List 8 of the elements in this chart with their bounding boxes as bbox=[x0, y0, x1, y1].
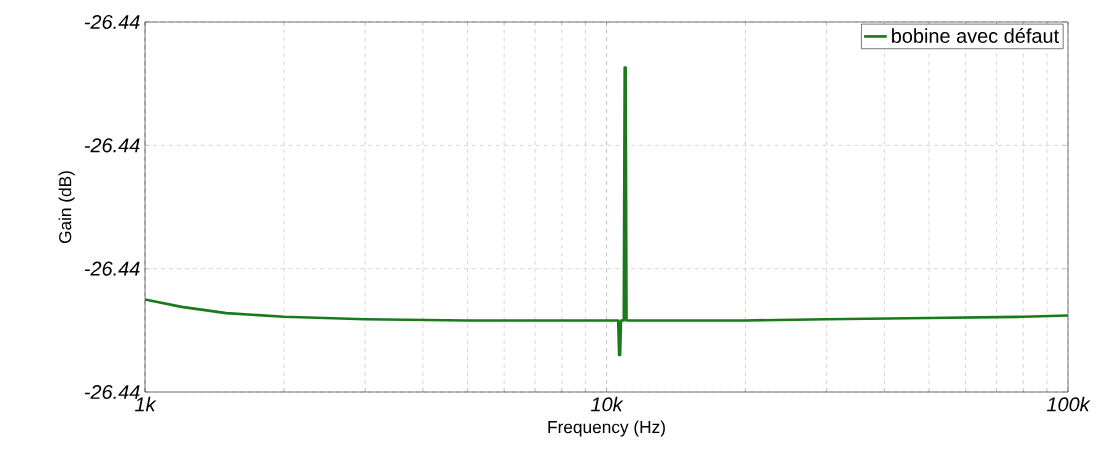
y-axis-title: Gain (dB) bbox=[58, 171, 75, 244]
x-axis-title: Frequency (Hz) bbox=[548, 420, 665, 437]
y-tick-label: -26.44 bbox=[84, 261, 140, 276]
x-tick-label: 100k bbox=[1046, 396, 1091, 412]
y-tick-label: -26.44 bbox=[84, 138, 140, 153]
legend-label: bobine avec défaut bbox=[892, 28, 1059, 43]
x-tick-label: 10k bbox=[590, 396, 624, 412]
y-tick-label: -26.44 bbox=[84, 14, 140, 30]
